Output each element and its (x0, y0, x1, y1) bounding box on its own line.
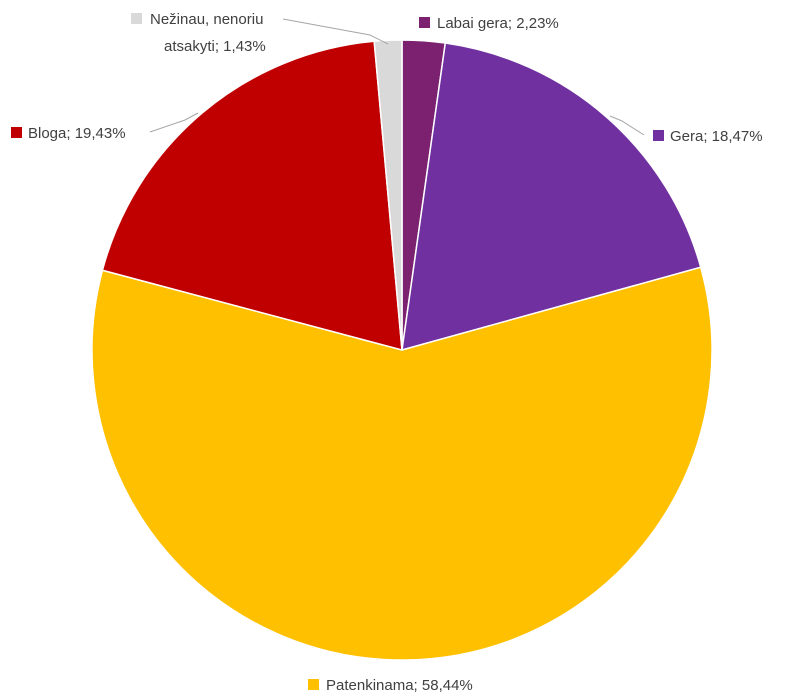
legend-item-patenkinama: Patenkinama; 58,44% (308, 677, 473, 694)
data-label-nezinau-line1: Nežinau, nenoriu (150, 11, 263, 28)
leader-line-gera (609, 115, 645, 136)
pie-slice-gera (401, 42, 702, 352)
legend-swatch-labai-gera (419, 17, 430, 28)
pie-slices (91, 39, 713, 661)
legend-item-gera: Gera; 18,47% (653, 128, 763, 145)
leader-line-nezinau (282, 18, 389, 45)
leader-line-bloga (149, 112, 199, 133)
data-label-labai-gera: Labai gera; 2,23% (437, 15, 559, 32)
data-label-patenkinama: Patenkinama; 58,44% (326, 677, 473, 694)
legend-swatch-patenkinama (308, 679, 319, 690)
pie-slice-bloga (101, 40, 403, 352)
legend-item-labai-gera: Labai gera; 2,23% (419, 15, 559, 32)
legend-item-bloga: Bloga; 19,43% (11, 125, 126, 142)
legend-swatch-gera (653, 130, 664, 141)
legend-item-nezinau: Nežinau, nenoriu atsakyti; 1,43% (131, 11, 266, 55)
data-labels: Nežinau, nenoriu atsakyti; 1,43% Labai g… (11, 11, 763, 694)
leader-lines (149, 18, 645, 136)
pie-slice-nezinau-nenoriu-atsakyti (373, 39, 403, 351)
legend-swatch-nezinau (131, 13, 142, 24)
pie-slice-patenkinama (91, 266, 713, 661)
data-label-gera: Gera; 18,47% (670, 128, 763, 145)
data-label-bloga: Bloga; 19,43% (28, 125, 126, 142)
legend-swatch-bloga (11, 127, 22, 138)
data-label-nezinau-line2: atsakyti; 1,43% (164, 38, 266, 55)
